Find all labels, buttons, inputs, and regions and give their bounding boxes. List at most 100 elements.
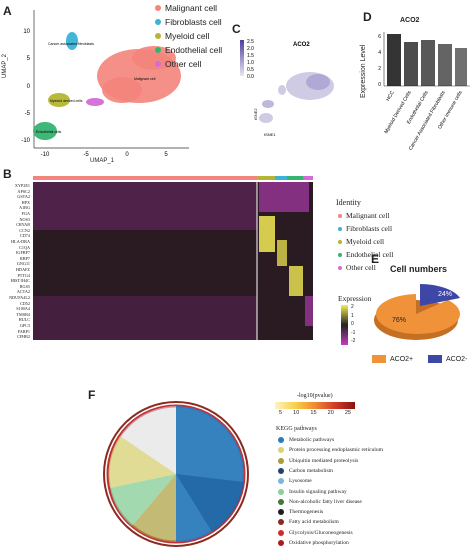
legend-item-other: Other cell: [155, 59, 201, 69]
gene-label: APSC2: [17, 188, 30, 194]
gene-label: CD52: [19, 300, 30, 306]
gene-label: HIST1H4C: [10, 278, 30, 284]
gene-label: CCN2: [19, 227, 30, 233]
pie-svg: 76% 24%: [374, 284, 460, 340]
umap-cluster-label: Myeloid derived cells: [50, 99, 83, 103]
violin-other: [455, 48, 467, 86]
violin-ylabel: Expression Level: [360, 44, 367, 98]
kegg-legend-dot: [278, 540, 284, 546]
gene-label: RBP7: [19, 255, 30, 261]
kegg-legend-dot: [278, 498, 284, 505]
kegg-legend-item: Protein processing endoplasmic reticulum: [278, 447, 383, 454]
umap-cluster-label: Malignant cell: [134, 77, 156, 81]
identity-legend-title: Identity: [336, 198, 361, 207]
gene-label: GSTA2: [17, 194, 30, 200]
umap-ytick: -10: [21, 138, 30, 144]
umap-cluster-label: Endothelial cells: [36, 130, 62, 134]
svg-text:6: 6: [378, 34, 381, 40]
tsne-title: ACO2: [293, 42, 310, 48]
gene-label: FGA: [21, 211, 30, 216]
kegg-legend-item: Non-alcoholic fatty liver disease: [278, 498, 362, 505]
panel-letter-f: F: [88, 388, 96, 402]
identity-bar-malignant: [33, 176, 257, 180]
legend-dot: [155, 61, 161, 67]
endothelial-cluster: [33, 122, 57, 140]
expression-scale-title: Expression: [338, 294, 372, 303]
umap-cluster-label: Cancer associated fibroblasts: [48, 42, 94, 46]
fibroblast-cluster: [66, 32, 78, 50]
identity-bar-endothelial: [287, 176, 303, 180]
umap-xtick: 5: [164, 152, 168, 158]
legend-item-myeloid: Myeloid cell: [155, 31, 209, 41]
pvalue-ticks: 5 10 15 20 25: [279, 410, 351, 416]
gene-label: RGS5: [19, 283, 30, 289]
expression-ticks: 2 1 0 -1 -2: [351, 304, 356, 344]
gene-label: S100A4: [16, 306, 30, 312]
kegg-legend-dot: [278, 509, 284, 516]
kegg-legend-item: Thermogenesis: [278, 509, 323, 516]
gene-label: CRYAB: [16, 222, 30, 228]
tsne-colorbar: [240, 40, 244, 76]
gene-label: ACTA2: [16, 289, 30, 295]
gene-label: A1BG: [19, 205, 30, 211]
violin-title: ACO2: [400, 17, 420, 24]
panel-letter-d: D: [363, 10, 372, 24]
kegg-legend-label: Lysosome: [289, 478, 312, 485]
myeloid-cluster: [48, 93, 70, 107]
identity-bar-other: [303, 176, 313, 180]
heatmap: [33, 176, 333, 346]
svg-text:4: 4: [378, 50, 381, 56]
panel-letter-b: B: [3, 167, 12, 181]
chord-svg: [103, 401, 249, 547]
kegg-legend-dot: [278, 437, 284, 443]
tsne-svg: 2.5 2.0 1.5 1.0 0.5 0.0 ACO2 tSNE2 tSNE1: [240, 39, 334, 137]
identity-legend-myeloid: Myeloid cell: [338, 237, 384, 246]
violin-caf: [438, 44, 452, 86]
panel-letter-e: E: [371, 252, 380, 266]
identity-bar-myeloid: [257, 176, 275, 180]
legend-item-endothelial: Endothelial cell: [155, 45, 222, 55]
kegg-legend-label: Metabolic pathways: [289, 437, 335, 443]
panel-letter-a: A: [3, 4, 12, 18]
kegg-legend-dot: [278, 447, 284, 454]
tsne-plot: 2.5 2.0 1.5 1.0 0.5 0.0 ACO2 tSNE2 tSNE1: [238, 38, 338, 148]
umap-ytick: 0: [27, 84, 31, 90]
legend-dot: [155, 33, 161, 39]
umap-ylabel: UMAP_2: [2, 53, 8, 78]
kegg-legend-item: Carbon metabolism: [278, 467, 333, 474]
pie-legend-pos: ACO2+: [372, 355, 413, 363]
kegg-title: KEGG pathways: [276, 426, 317, 432]
other-cluster: [86, 98, 104, 106]
gene-label: CD74: [19, 233, 30, 239]
umap-ytick: 10: [23, 29, 30, 35]
gene-label: HDAFZ: [16, 267, 30, 272]
legend-item-malignant: Malignant cell: [155, 3, 217, 13]
gene-label: GNG11: [16, 261, 30, 267]
svg-text:0.0: 0.0: [247, 74, 254, 80]
umap-xlabel: UMAP_1: [90, 158, 115, 164]
pvalue-colorbar: [275, 402, 355, 409]
gene-label: HULC: [18, 317, 30, 323]
gene-label: PTTG4: [17, 272, 30, 278]
gene-label: XYP2E1: [14, 183, 30, 188]
identity-bar-fibroblasts: [275, 176, 287, 180]
pie-label-pos: 76%: [392, 317, 406, 324]
kegg-legend-item: Fatty acid metabolism: [278, 519, 339, 526]
legend-dot: [155, 5, 161, 11]
chord-diagram: [92, 398, 260, 548]
svg-text:2.0: 2.0: [247, 46, 254, 52]
gene-label-column: XYP2E1 APSC2 GSTA2 HPX A1BG FGA NOS3 CRYAB CCN2 C…: [0, 183, 30, 343]
gene-label: FABP1: [17, 328, 30, 334]
svg-text:2.5: 2.5: [247, 39, 254, 45]
svg-text:0.5: 0.5: [247, 67, 254, 73]
expression-colorbar: [341, 305, 348, 345]
kegg-legend-label: Oxidative phosphorylation: [289, 540, 349, 546]
violin-hcc: [387, 34, 401, 86]
kegg-legend-label: Non-alcoholic fatty liver disease: [289, 498, 362, 505]
tsne-ylabel: tSNE2: [253, 108, 258, 120]
pie-slice-aco2-neg: [420, 284, 460, 306]
umap-xtick: -10: [41, 152, 50, 158]
violin-svg: 6 4 2 0 HCC Myeloid Derived Cells Endoth…: [378, 32, 470, 151]
kegg-legend-dot: [278, 488, 284, 495]
umap-ytick: 5: [27, 56, 31, 62]
